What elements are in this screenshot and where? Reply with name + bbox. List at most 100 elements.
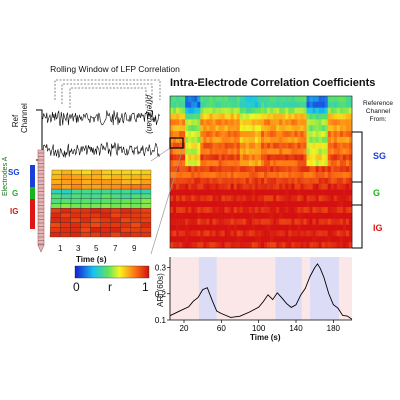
main-heatmap-cell bbox=[191, 166, 195, 173]
main-heatmap-cell bbox=[303, 189, 307, 196]
main-heatmap-cell bbox=[173, 96, 177, 103]
main-heatmap-cell bbox=[203, 218, 207, 225]
main-heatmap-cell bbox=[254, 236, 259, 243]
main-heatmap-cell bbox=[197, 212, 201, 220]
main-heatmap-cell bbox=[197, 107, 201, 114]
main-heatmap-cell bbox=[257, 201, 262, 208]
main-heatmap-cell bbox=[345, 201, 350, 208]
main-heatmap-cell bbox=[264, 236, 268, 243]
main-heatmap-cell bbox=[215, 160, 219, 167]
main-heatmap-cell bbox=[200, 131, 204, 138]
main-heatmap-cell bbox=[179, 183, 183, 190]
main-heatmap-cell bbox=[288, 101, 292, 108]
main-heatmap-cell bbox=[233, 224, 238, 231]
main-heatmap-cell bbox=[254, 154, 259, 161]
main-heatmap-cell bbox=[330, 119, 335, 126]
main-heatmap-cell bbox=[336, 230, 341, 237]
left-heatmap-cell bbox=[120, 193, 132, 199]
main-heatmap-cell bbox=[333, 101, 338, 108]
main-heatmap-cell bbox=[188, 166, 192, 173]
main-heatmap-cell bbox=[236, 113, 241, 120]
main-heatmap-cell bbox=[239, 172, 244, 179]
main-heatmap-cell bbox=[200, 142, 204, 149]
left-heatmap-cell bbox=[71, 169, 82, 175]
main-heatmap-cell bbox=[209, 113, 213, 120]
main-heatmap-cell bbox=[176, 136, 180, 144]
main-heatmap-cell bbox=[233, 236, 238, 243]
main-heatmap-cell bbox=[227, 189, 231, 196]
main-heatmap-cell bbox=[221, 101, 225, 108]
main-heatmap-cell bbox=[170, 201, 174, 208]
main-heatmap-cell bbox=[224, 236, 228, 243]
main-heatmap-cell bbox=[176, 101, 180, 108]
main-heatmap-cell bbox=[270, 236, 274, 243]
main-heatmap-cell bbox=[333, 107, 338, 114]
electrode-probe bbox=[37, 149, 45, 253]
main-heatmap-cell bbox=[312, 183, 316, 190]
main-heatmap-cell bbox=[185, 119, 189, 126]
main-heatmap-cell bbox=[236, 160, 241, 167]
left-xtick: 5 bbox=[94, 244, 99, 253]
main-heatmap-cell bbox=[179, 207, 183, 214]
main-heatmap-cell bbox=[191, 242, 195, 249]
main-heatmap-cell bbox=[291, 195, 295, 202]
main-heatmap-cell bbox=[342, 119, 347, 126]
main-heatmap-cell bbox=[179, 201, 183, 208]
main-heatmap-cell bbox=[276, 136, 280, 144]
main-heatmap-cell bbox=[333, 119, 338, 126]
main-heatmap-cell bbox=[336, 201, 341, 208]
main-heatmap-cell bbox=[324, 189, 329, 196]
main-heatmap-cell bbox=[251, 236, 256, 243]
main-heatmap-cell bbox=[279, 125, 283, 132]
main-heatmap-cell bbox=[233, 101, 238, 108]
main-heatmap-cell bbox=[194, 125, 198, 132]
main-heatmap-cell bbox=[267, 224, 271, 231]
main-heatmap-cell bbox=[209, 101, 213, 108]
main-heatmap-cell bbox=[251, 212, 256, 220]
main-heatmap-cell bbox=[224, 230, 228, 237]
main-heatmap-cell bbox=[270, 131, 274, 138]
main-heatmap-cell bbox=[276, 201, 280, 208]
main-heatmap-cell bbox=[318, 154, 322, 161]
left-heatmap-cell bbox=[51, 188, 62, 195]
main-heatmap-cell bbox=[185, 236, 189, 243]
main-heatmap-cell bbox=[291, 131, 295, 138]
main-heatmap-cell bbox=[276, 107, 280, 114]
main-heatmap-cell bbox=[273, 148, 277, 155]
main-heatmap-cell bbox=[179, 101, 183, 108]
main-heatmap-cell bbox=[224, 201, 228, 208]
main-heatmap-cell bbox=[330, 131, 335, 138]
main-heatmap-cell bbox=[324, 224, 329, 231]
main-heatmap-cell bbox=[321, 136, 325, 144]
main-heatmap-cell bbox=[200, 166, 204, 173]
main-heatmap-cell bbox=[324, 113, 329, 120]
main-heatmap-cell bbox=[294, 160, 298, 167]
main-heatmap-cell bbox=[188, 236, 192, 243]
left-heatmap-cell bbox=[110, 232, 121, 238]
main-heatmap-cell bbox=[173, 224, 177, 231]
main-heatmap-cell bbox=[248, 154, 253, 161]
main-heatmap-cell bbox=[221, 201, 225, 208]
main-heatmap-cell bbox=[315, 160, 319, 167]
main-heatmap-cell bbox=[188, 218, 192, 225]
main-heatmap-cell bbox=[261, 101, 265, 108]
main-heatmap-cell bbox=[227, 136, 231, 144]
main-heatmap-cell bbox=[291, 154, 295, 161]
main-heatmap-cell bbox=[303, 172, 307, 179]
main-heatmap-cell bbox=[285, 183, 289, 190]
main-heatmap-cell bbox=[282, 230, 286, 237]
main-heatmap-cell bbox=[315, 236, 319, 243]
main-heatmap-cell bbox=[261, 96, 265, 103]
main-heatmap-cell bbox=[306, 125, 310, 132]
electrodes-label: Electrodes A bbox=[2, 156, 9, 196]
main-heatmap-cell bbox=[176, 218, 180, 225]
main-heatmap-cell bbox=[285, 131, 289, 138]
main-heatmap-cell bbox=[233, 125, 238, 132]
main-heatmap-cell bbox=[239, 125, 244, 132]
main-heatmap-cell bbox=[239, 230, 244, 237]
main-heatmap-cell bbox=[170, 113, 174, 120]
main-heatmap-cell bbox=[309, 201, 313, 208]
main-heatmap-cell bbox=[254, 201, 259, 208]
main-heatmap-cell bbox=[282, 207, 286, 214]
main-heatmap-cell bbox=[230, 218, 234, 225]
